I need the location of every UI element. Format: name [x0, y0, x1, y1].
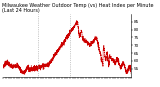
Text: Milwaukee Weather Outdoor Temp (vs) Heat Index per Minute (Last 24 Hours): Milwaukee Weather Outdoor Temp (vs) Heat…	[2, 3, 153, 13]
